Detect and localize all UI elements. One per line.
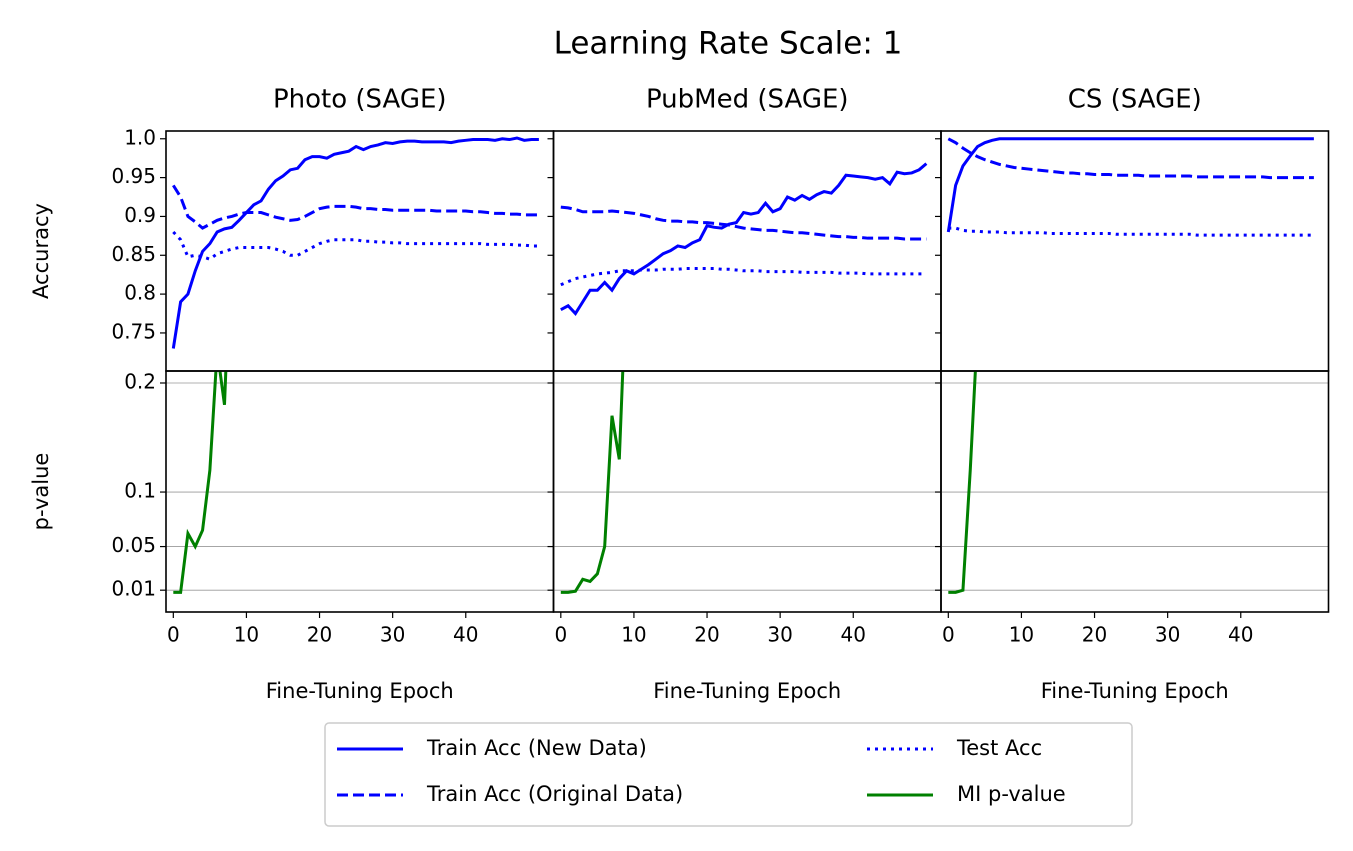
- panel-title: CS (SAGE): [1068, 85, 1202, 115]
- x-tick-label: 20: [307, 623, 332, 647]
- legend-label: Train Acc (Original Data): [426, 782, 683, 806]
- x-tick-label: 0: [554, 623, 567, 647]
- line-series: [560, 162, 928, 316]
- x-tick-label: 40: [453, 623, 478, 647]
- y-tick-label: 0.95: [111, 164, 156, 188]
- figure-title: Learning Rate Scale: 1: [554, 26, 903, 62]
- y-tick-label: 0.01: [111, 577, 156, 601]
- axes-frame: [165, 370, 555, 613]
- panel-title: PubMed (SAGE): [646, 85, 849, 115]
- line-series: [173, 371, 228, 594]
- x-tick-label: 30: [380, 623, 405, 647]
- y-tick-label: 0.75: [111, 319, 156, 343]
- x-axis-label: Fine-Tuning Epoch: [653, 679, 841, 703]
- legend-label: MI p-value: [957, 782, 1066, 806]
- axes-frame: [552, 130, 942, 372]
- x-tick-label: 10: [234, 623, 259, 647]
- x-tick-label: 30: [1155, 623, 1180, 647]
- line-series: [560, 371, 625, 594]
- axes-frame: [165, 130, 555, 372]
- x-tick-label: 0: [942, 623, 955, 647]
- panel-title: Photo (SAGE): [273, 85, 447, 115]
- line-series: [946, 137, 1314, 233]
- x-tick-label: 20: [694, 623, 719, 647]
- legend-label: Test Acc: [956, 736, 1042, 760]
- line-series: [947, 137, 1314, 180]
- axes-frame: [940, 370, 1330, 613]
- line-series: [560, 266, 927, 287]
- x-tick-label: 30: [767, 623, 792, 647]
- line-series: [172, 230, 539, 261]
- x-tick-label: 40: [1228, 623, 1253, 647]
- line-series: [560, 205, 927, 241]
- line-series: [948, 371, 977, 594]
- x-axis-label: Fine-Tuning Epoch: [266, 679, 454, 703]
- legend-label: Train Acc (New Data): [426, 736, 647, 760]
- axes-frame: [552, 370, 942, 613]
- x-tick-label: 0: [167, 623, 180, 647]
- y-tick-label: 0.1: [124, 479, 156, 503]
- y-tick-label: 0.2: [124, 369, 156, 393]
- x-tick-label: 10: [1009, 623, 1034, 647]
- x-axis-label: Fine-Tuning Epoch: [1041, 679, 1229, 703]
- y-axis-label: p-value: [29, 453, 53, 531]
- line-series: [172, 184, 539, 230]
- legend-box: [324, 722, 1133, 827]
- y-tick-label: 0.9: [124, 203, 156, 227]
- x-tick-label: 10: [621, 623, 646, 647]
- axes-frame: [940, 130, 1330, 372]
- y-tick-label: 1.0: [124, 125, 156, 149]
- line-series: [948, 226, 1314, 237]
- x-tick-label: 40: [841, 623, 866, 647]
- y-axis-label: Accuracy: [29, 203, 53, 299]
- line-series: [171, 136, 539, 349]
- y-tick-label: 0.05: [111, 533, 156, 557]
- y-tick-label: 0.85: [111, 242, 156, 266]
- y-tick-label: 0.8: [124, 281, 156, 305]
- x-tick-label: 20: [1082, 623, 1107, 647]
